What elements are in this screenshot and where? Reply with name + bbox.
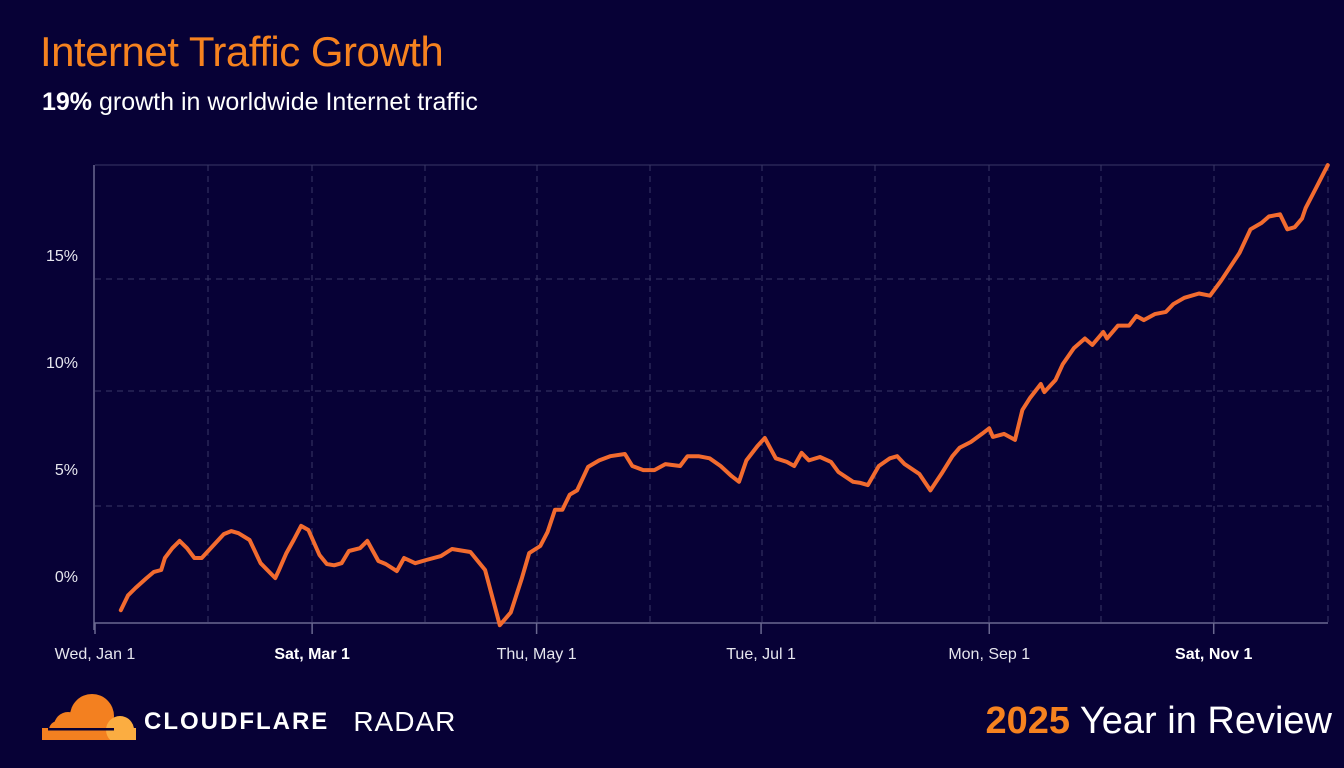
y-tick-label: 15%: [46, 248, 78, 265]
x-tick-label: Wed, Jan 1: [55, 646, 136, 663]
x-tick-label: Sat, Nov 1: [1175, 646, 1252, 663]
x-tick-label: Thu, May 1: [497, 646, 577, 663]
chart-title: Internet Traffic Growth: [40, 28, 444, 75]
growth-value: 19%: [42, 88, 93, 116]
year-in-review-label: 2025 Year in Review: [986, 700, 1332, 743]
x-tick-label: Sat, Mar 1: [274, 646, 350, 663]
grid: [93, 164, 1329, 630]
y-tick-label: 0%: [55, 569, 78, 586]
product-name: RADAR: [353, 706, 457, 737]
traffic-growth-line: [118, 163, 1330, 628]
y-tick-label: 5%: [55, 462, 78, 479]
brand-name: CLOUDFLARE: [144, 708, 330, 735]
review-text: Year in Review: [1070, 700, 1332, 742]
cloudflare-cloud-icon: [42, 694, 136, 740]
x-tick-label: Tue, Jul 1: [726, 646, 796, 663]
chart-subtitle: 19% growth in worldwide Internet traffic: [42, 88, 478, 117]
cloudflare-radar-logo: CLOUDFLARE RADAR: [40, 690, 456, 740]
subtitle-text: growth in worldwide Internet traffic: [92, 88, 478, 116]
year: 2025: [985, 700, 1071, 742]
x-tick-label: Mon, Sep 1: [948, 646, 1030, 663]
y-tick-label: 10%: [46, 355, 78, 372]
